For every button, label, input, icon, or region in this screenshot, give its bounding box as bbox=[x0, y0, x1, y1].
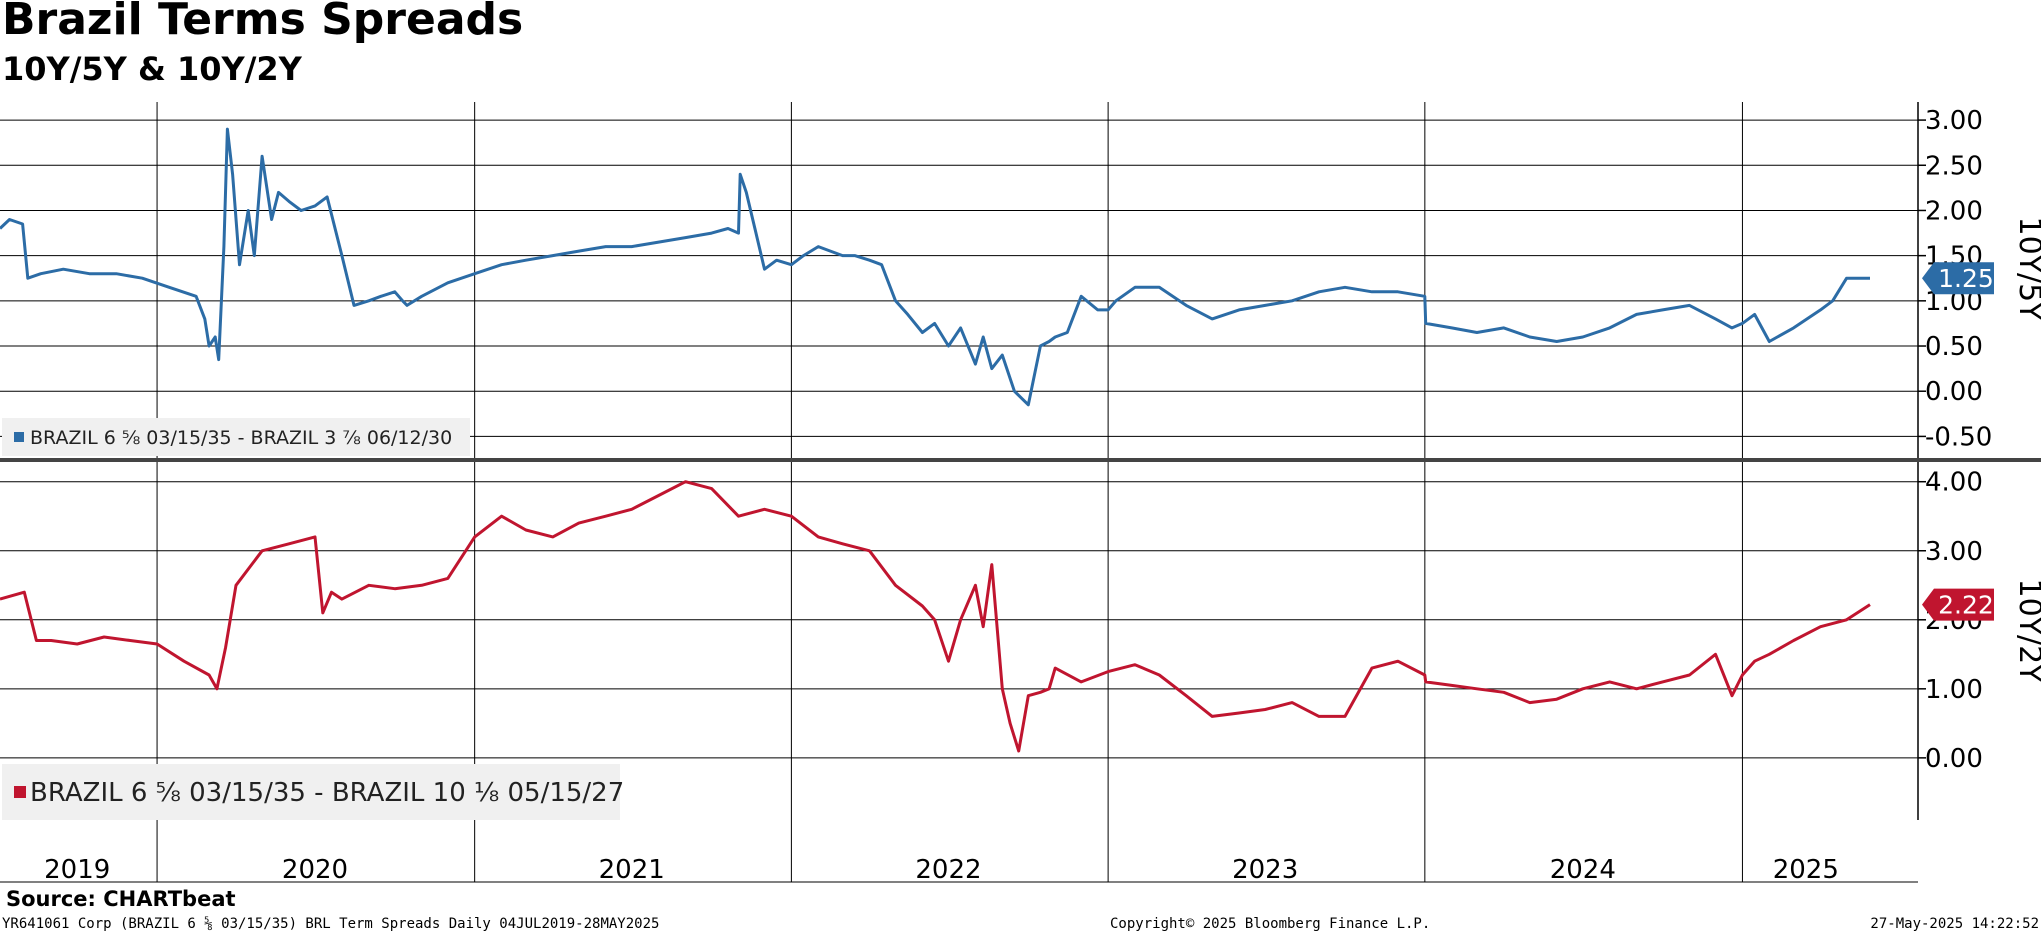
y-tick-label: 2.00 bbox=[1925, 196, 1983, 226]
footer-ticker: YR641061 Corp (BRAZIL 6 ⅝ 03/15/35) BRL … bbox=[2, 916, 660, 932]
y-tick-label: 3.00 bbox=[1925, 537, 1983, 567]
x-tick-label: 2022 bbox=[915, 855, 981, 885]
legend-swatch bbox=[14, 786, 26, 798]
legend-box bbox=[2, 764, 620, 820]
chart-subtitle: 10Y/5Y & 10Y/2Y bbox=[2, 50, 302, 88]
legend-box bbox=[2, 418, 470, 456]
footer-copyright: Copyright© 2025 Bloomberg Finance L.P. bbox=[1110, 916, 1431, 932]
grid-lines bbox=[0, 102, 2041, 883]
y-tick-label: 4.00 bbox=[1925, 468, 1983, 498]
series-line-top bbox=[0, 127, 1870, 407]
y-tick-label: 1.00 bbox=[1925, 675, 1983, 705]
y-axis-title: 10Y/5Y bbox=[2012, 216, 2041, 321]
y-tick-label: 0.00 bbox=[1925, 744, 1983, 774]
last-value-badge bbox=[1922, 262, 1994, 295]
legends: BRAZIL 6 ⅝ 03/15/35 - BRAZIL 3 ⅞ 06/12/3… bbox=[2, 418, 624, 820]
legend-label: BRAZIL 6 ⅝ 03/15/35 - BRAZIL 10 ⅛ 05/15/… bbox=[30, 778, 624, 808]
legend-swatch bbox=[14, 432, 24, 442]
last-value-badge bbox=[1922, 588, 1994, 621]
source-note: Source: CHARTbeat bbox=[6, 887, 236, 911]
y-axes: 3.002.502.001.501.000.500.00-0.501.25 10Y… bbox=[1918, 106, 2041, 774]
last-value-label: 1.25 bbox=[1938, 264, 1994, 293]
footer-timestamp: 27-May-2025 14:22:52 bbox=[1870, 916, 2039, 932]
x-tick-label: 2021 bbox=[599, 855, 665, 885]
series-line-bottom bbox=[0, 480, 1871, 753]
y-tick-label: 0.50 bbox=[1925, 332, 1983, 362]
y-tick-label: 0.00 bbox=[1925, 377, 1983, 407]
y-tick-label: -0.50 bbox=[1925, 422, 1992, 452]
x-tick-label: 2023 bbox=[1232, 855, 1298, 885]
x-tick-label: 2019 bbox=[44, 855, 110, 885]
x-tick-label: 2025 bbox=[1773, 855, 1839, 885]
y-tick-label: 3.00 bbox=[1925, 106, 1983, 136]
last-value-label: 2.22 bbox=[1938, 591, 1994, 620]
y-tick-label: 2.50 bbox=[1925, 151, 1983, 181]
x-axis-labels: 2019 2020 2021 2022 2023 2024 2025 bbox=[44, 855, 1839, 885]
legend-label: BRAZIL 6 ⅝ 03/15/35 - BRAZIL 3 ⅞ 06/12/3… bbox=[30, 427, 452, 449]
series-lines bbox=[0, 127, 1871, 753]
x-tick-label: 2024 bbox=[1550, 855, 1616, 885]
x-tick-label: 2020 bbox=[282, 855, 348, 885]
chart-title: Brazil Terms Spreads bbox=[2, 0, 524, 45]
y-axis-title: 10Y/2Y bbox=[2012, 578, 2041, 683]
